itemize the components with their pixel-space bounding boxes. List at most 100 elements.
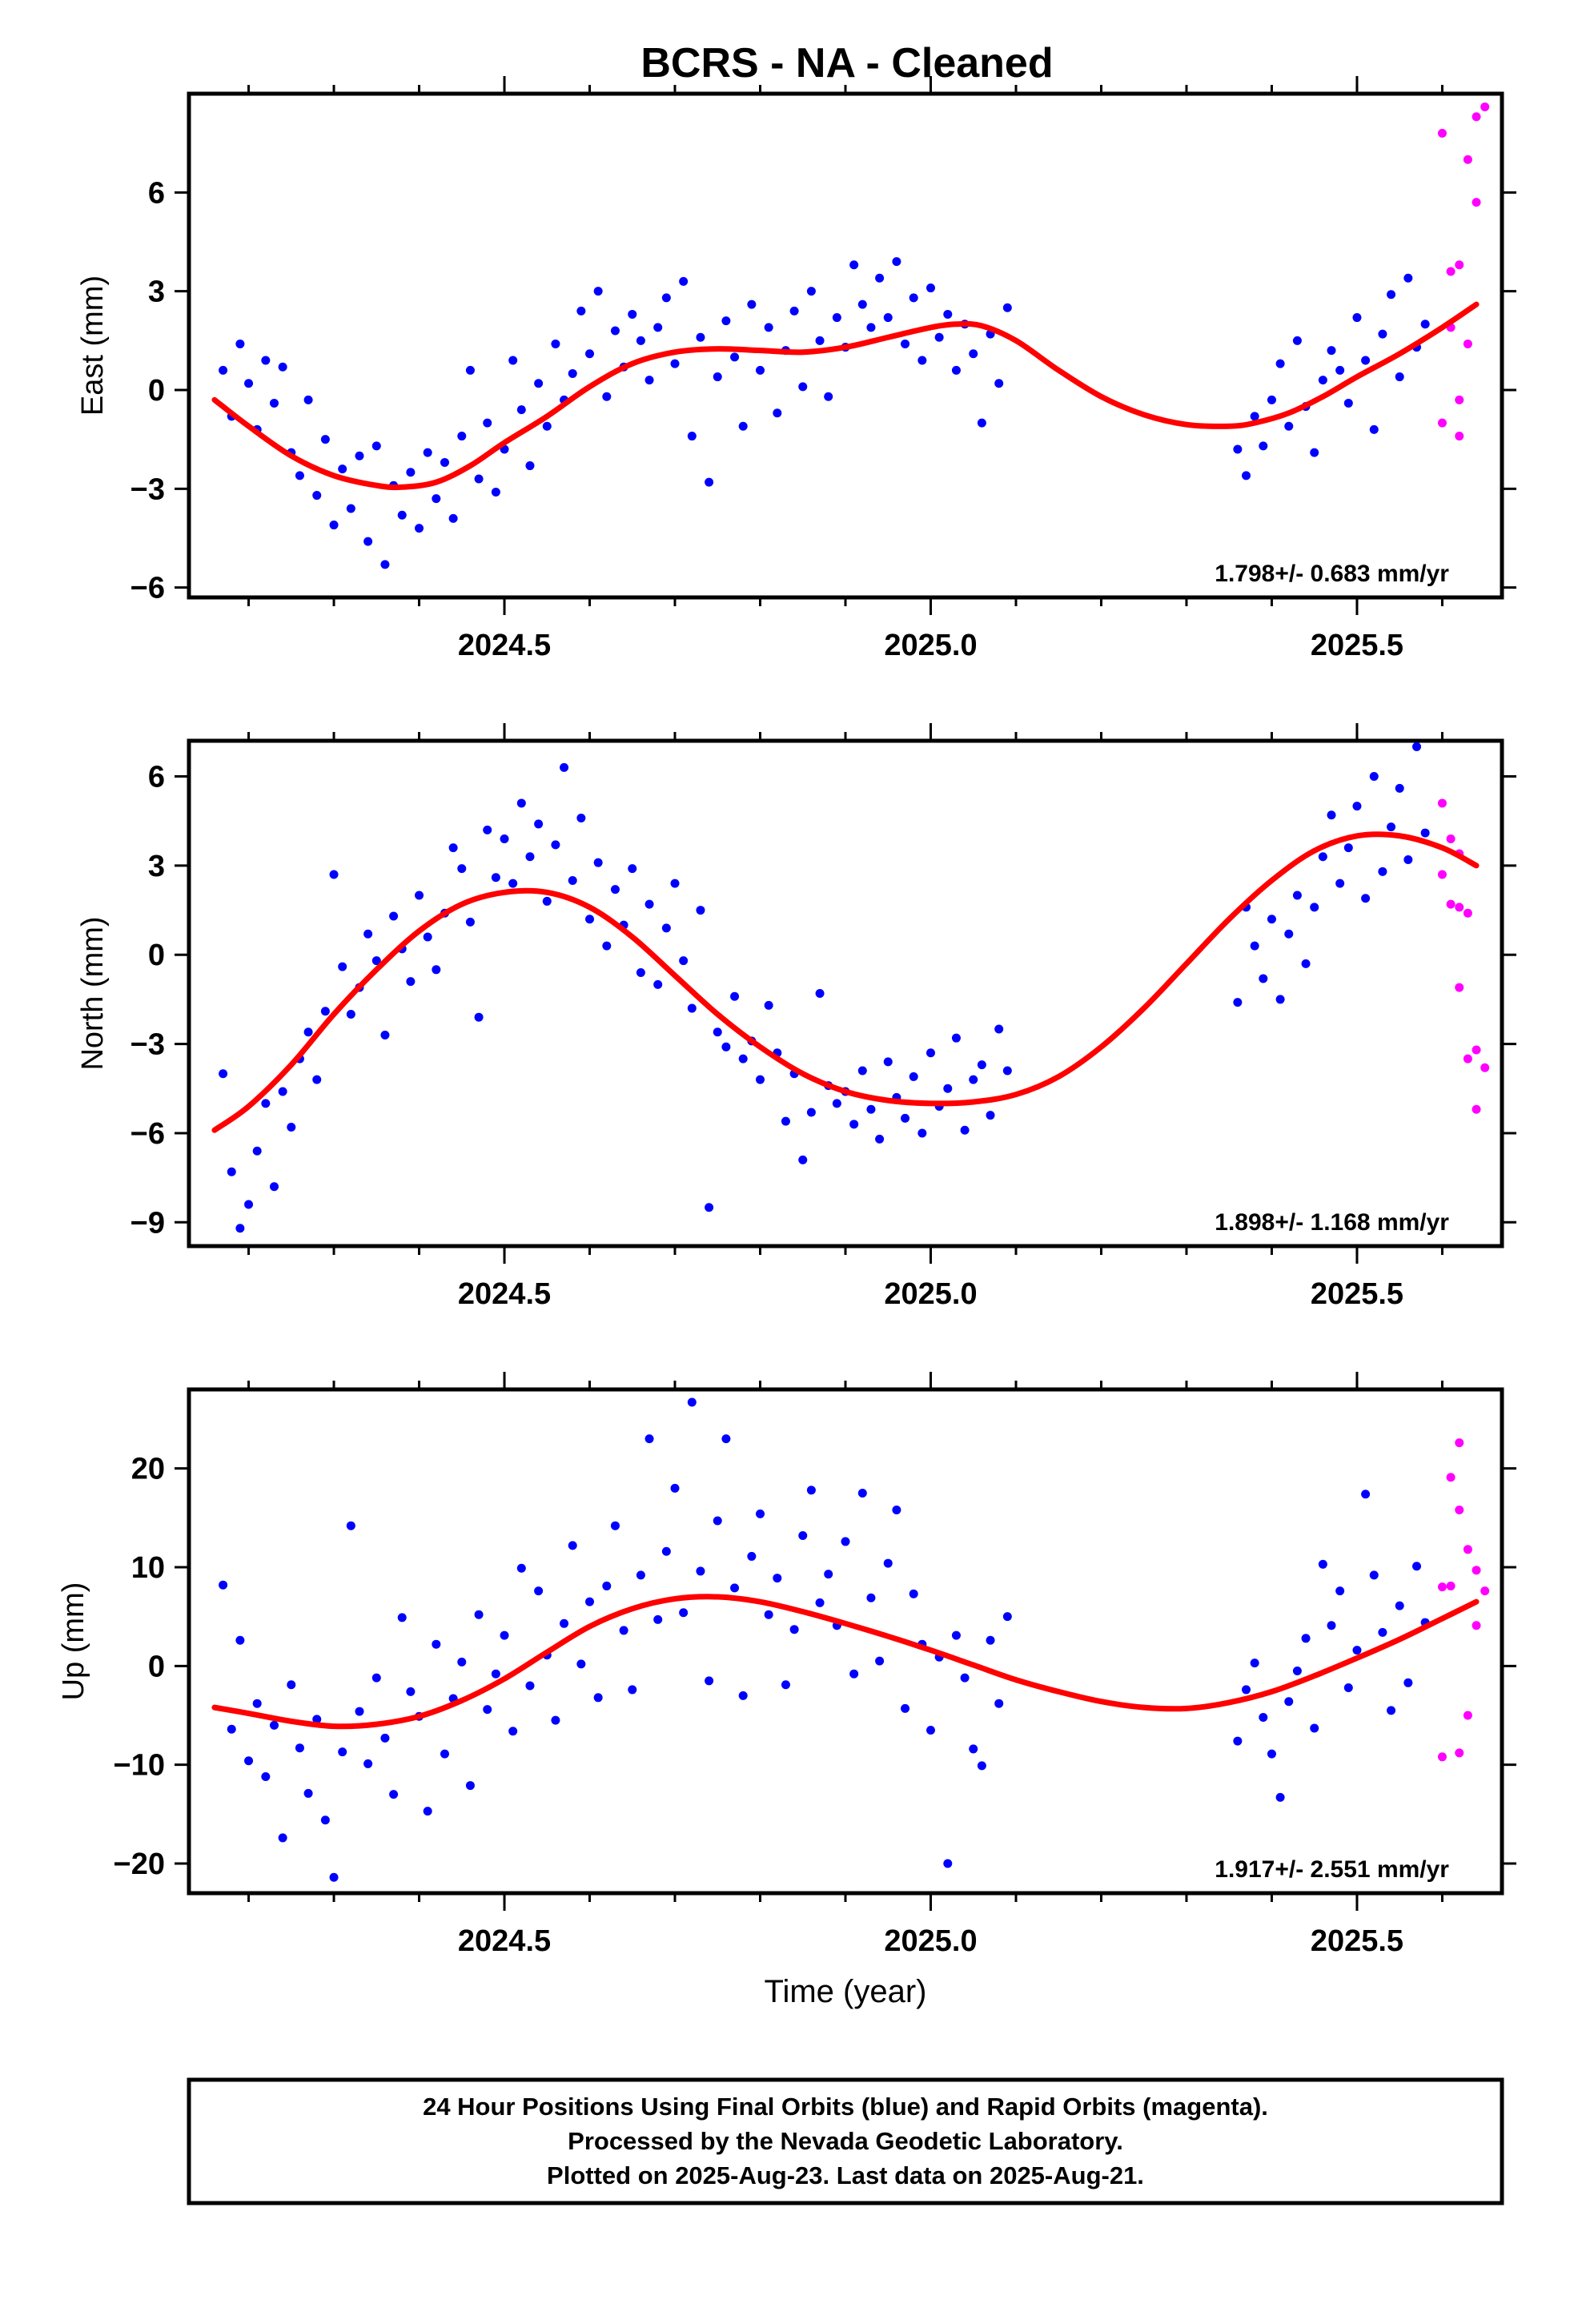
final-orbit-point [465,365,475,375]
final-orbit-point [661,923,671,933]
final-orbit-point [705,1203,714,1212]
final-orbit-point [261,1771,271,1781]
final-orbit-point [380,560,390,569]
final-orbit-point [508,356,518,365]
final-orbit-point [261,356,271,365]
final-orbit-point [516,405,526,415]
final-orbit-point [1310,448,1319,457]
final-orbit-point [278,1833,287,1843]
final-orbit-point [619,1626,628,1635]
data-layer [211,0,1490,1882]
y-axis-label: Up (mm) [57,1582,90,1701]
x-tick-label: 2025.5 [1311,1924,1403,1958]
rapid-orbit-point [1455,260,1464,270]
final-orbit-point [892,1505,901,1514]
final-orbit-point [551,840,560,850]
final-orbit-point [1327,346,1336,356]
final-orbit-point [525,1681,535,1691]
final-orbit-point [721,1042,731,1051]
final-orbit-point [789,1625,799,1634]
final-orbit-point [585,349,595,359]
rapid-orbit-point [1463,1545,1472,1554]
rapid-orbit-point [1455,1505,1464,1514]
final-orbit-point [951,1630,961,1640]
final-orbit-point [338,464,347,474]
rapid-orbit-point [1455,395,1464,404]
final-orbit-point [687,1003,697,1013]
footer-frame [187,2077,1504,2205]
final-orbit-point [380,1030,390,1039]
final-orbit-point [219,1580,228,1590]
final-orbit-point [500,1630,509,1640]
final-orbit-point [917,356,927,365]
final-orbit-point [1292,1667,1302,1675]
final-orbit-point [670,359,680,368]
final-orbit-point [1369,772,1379,782]
final-orbit-point [644,1434,654,1444]
final-orbit-point [1259,1712,1268,1722]
final-orbit-point [380,1733,390,1743]
final-orbit-point [1284,421,1294,431]
y-axis-label: East (mm) [76,275,110,416]
final-orbit-point [986,1635,995,1645]
final-orbit-point [636,968,645,978]
final-orbit-point [1429,0,1438,5]
final-orbit-point [423,1807,432,1816]
final-orbit-point [312,491,322,501]
final-orbit-point [1292,336,1302,345]
final-orbit-point [960,1125,970,1135]
final-orbit-point [371,441,381,451]
rapid-orbit-point [1437,798,1447,808]
footer-box: 24 Hour Positions Using Final Orbits (bl… [187,2077,1504,2205]
rapid-orbit-point [1463,1711,1472,1720]
final-orbit-point [841,1537,850,1546]
final-orbit-point [329,870,339,879]
final-orbit-point [1318,852,1327,862]
rapid-orbit-point [1463,1054,1472,1063]
final-orbit-point [457,864,467,874]
final-orbit-point [346,504,355,513]
final-orbit-point [1420,320,1430,329]
final-orbit-point [849,1669,859,1679]
final-orbit-point [738,421,748,431]
final-orbit-point [1242,471,1251,480]
final-orbit-point [278,1087,287,1096]
final-orbit-point [798,1155,808,1164]
rapid-orbit-point [1480,102,1490,111]
final-orbit-point [1335,365,1345,375]
rapid-orbit-point [1472,1045,1481,1055]
rapid-orbit-point [1480,1586,1490,1596]
final-orbit-point [440,1749,449,1759]
y-tick-label: 20 [131,1453,165,1486]
fit-curve [211,301,1480,491]
final-orbit-point [525,852,535,862]
final-orbit-point [508,879,518,888]
final-orbit-point [576,1659,586,1669]
final-orbit-point [1284,1697,1294,1707]
final-orbit-point [320,1007,330,1016]
final-orbit-point [593,858,603,867]
final-orbit-point [670,1483,680,1493]
final-orbit-point [363,1759,373,1768]
final-orbit-point [593,1693,603,1703]
final-orbit-point [252,1146,262,1156]
final-orbit-point [500,834,509,843]
rapid-orbit-point [1463,155,1472,164]
final-orbit-point [969,349,978,359]
final-orbit-point [832,1099,841,1108]
final-orbit-point [1335,879,1345,888]
final-orbit-point [593,287,603,296]
final-orbit-point [1233,444,1243,454]
final-orbit-point [730,1583,740,1593]
final-orbit-point [875,1134,885,1144]
final-orbit-point [909,1589,918,1598]
rapid-orbit-point [1455,983,1464,992]
final-orbit-point [219,1069,228,1079]
final-orbit-point [713,1516,722,1526]
final-orbit-point [1267,1749,1276,1759]
velocity-label: 1.798+/- 0.683 mm/yr [1215,561,1449,587]
final-orbit-point [857,1066,867,1076]
rapid-orbit-point [1480,1063,1490,1072]
final-orbit-point [432,965,441,975]
final-orbit-point [875,1656,885,1666]
